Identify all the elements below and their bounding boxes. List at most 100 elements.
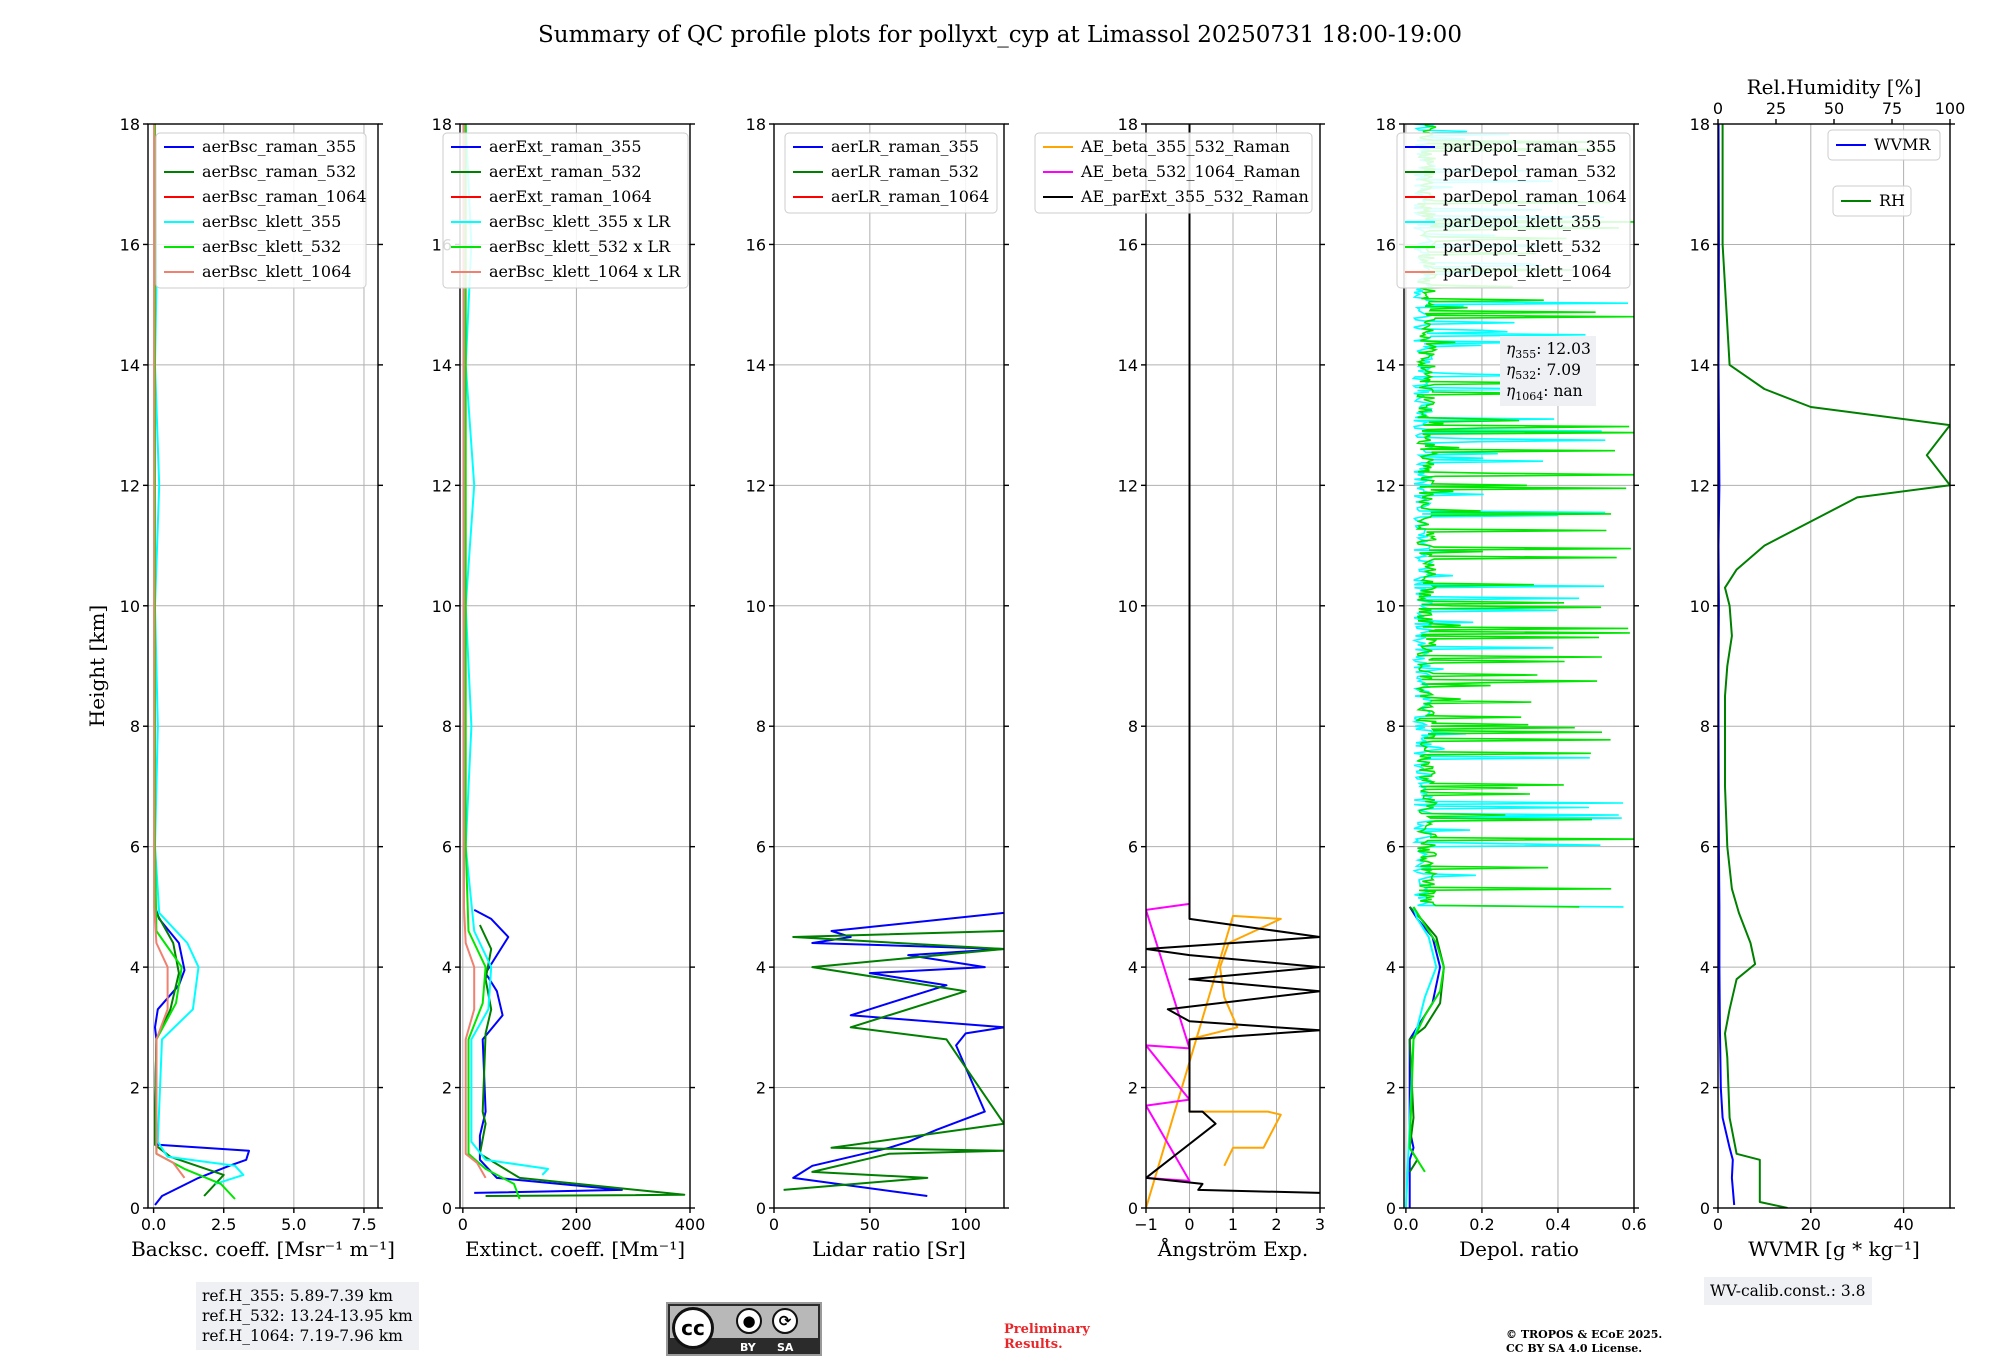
top-x-tick-label: 75 — [1882, 99, 1902, 118]
y-tick-label: 18 — [1690, 115, 1710, 134]
x-tick-label: 400 — [675, 1215, 706, 1234]
y-tick-label: 18 — [432, 115, 452, 134]
series-AE_parExt_355_532_Raman — [1146, 124, 1320, 1194]
y-tick-label: 6 — [1700, 838, 1710, 857]
x-tick-label: 7.5 — [351, 1215, 376, 1234]
y-tick-label: 10 — [746, 597, 766, 616]
eta-annotation-line: η1064: nan — [1506, 382, 1583, 403]
legend-label: aerLR_raman_532 — [831, 162, 979, 181]
wv-calibration-box: WV-calib.const.: 3.8 — [1704, 1277, 1872, 1305]
series-aerExt_raman_532 — [478, 924, 686, 1197]
ref-height-355: ref.H_355: 5.89-7.39 km — [202, 1287, 393, 1305]
series-aerBsc_klett_532 — [154, 124, 236, 1200]
series-aerLR_raman_532 — [783, 930, 1004, 1191]
x-axis-label: Lidar ratio [Sr] — [812, 1237, 966, 1261]
eta-subscript: 355 — [1515, 348, 1536, 361]
by-attribution-icon: ● — [736, 1308, 762, 1334]
y-tick-label: 4 — [442, 958, 452, 977]
y-tick-label: 0 — [1386, 1199, 1396, 1218]
legend-label: aerBsc_klett_1064 — [202, 262, 351, 281]
series-aerBsc_klett_355 — [154, 124, 245, 1185]
y-tick-label: 8 — [1700, 717, 1710, 736]
series-aerBsc_klett_355 x LR — [464, 124, 549, 1176]
y-tick-label: 6 — [756, 838, 766, 857]
legend-label: aerBsc_klett_532 x LR — [489, 237, 671, 256]
series-WVMR — [1718, 124, 1736, 1206]
x-tick-label: 2 — [1271, 1215, 1281, 1234]
preliminary-line-2: Results. — [1004, 1337, 1063, 1352]
legend: parDepol_raman_355 parDepol_raman_532 parD… — [1396, 132, 1631, 289]
legend: aerBsc_raman_355 aerBsc_raman_532 aerBsc_r… — [155, 132, 367, 289]
y-tick-label: 4 — [1128, 958, 1138, 977]
legend-label: aerBsc_klett_532 — [202, 237, 341, 256]
y-tick-label: 12 — [432, 476, 452, 495]
legend-label: parDepol_klett_532 — [1443, 237, 1601, 256]
legend: aerExt_raman_355 aerExt_raman_532 aerExt_r… — [442, 132, 689, 289]
ref-height-1064: ref.H_1064: 7.19-7.96 km — [202, 1327, 403, 1345]
y-tick-label: 16 — [746, 235, 766, 254]
x-tick-label: 0.2 — [1469, 1215, 1494, 1234]
y-tick-label: 4 — [1700, 958, 1710, 977]
legend-box — [1396, 132, 1631, 289]
eta-value: : 12.03 — [1536, 340, 1591, 358]
panel-data-layer — [1718, 124, 1950, 1208]
top-x-tick-label: 50 — [1824, 99, 1844, 118]
legend-label: aerExt_raman_355 — [489, 137, 642, 156]
legend-label: AE_beta_532_1064_Raman — [1080, 162, 1300, 181]
legend-box — [442, 132, 689, 289]
top-x-axis-label: Rel.Humidity [%] — [1747, 75, 1922, 99]
x-tick-label: 0 — [769, 1215, 779, 1234]
x-tick-label: 200 — [561, 1215, 592, 1234]
y-tick-label: 16 — [1376, 235, 1396, 254]
x-tick-label: 0.0 — [141, 1215, 166, 1234]
y-tick-label: 8 — [1128, 717, 1138, 736]
legend-label: parDepol_klett_355 — [1443, 212, 1601, 231]
series-aerBsc_klett_1064 x LR — [463, 124, 487, 1179]
y-tick-label: 8 — [1386, 717, 1396, 736]
legend-box — [1034, 132, 1313, 214]
ref-height-532: ref.H_532: 13.24-13.95 km — [202, 1307, 413, 1325]
y-tick-label: 18 — [1118, 115, 1138, 134]
panel-data-layer — [463, 124, 686, 1200]
legend-label: aerExt_raman_532 — [489, 162, 642, 181]
y-tick-label: 0 — [442, 1199, 452, 1218]
eta-annotation-line: η355: 12.03 — [1506, 340, 1591, 361]
legend-label: WVMR — [1874, 135, 1931, 154]
figure-title: Summary of QC profile plots for pollyxt_… — [538, 22, 1462, 48]
y-tick-label: 0 — [1128, 1199, 1138, 1218]
sa-label: SA — [777, 1341, 794, 1354]
x-tick-label: 3 — [1315, 1215, 1325, 1234]
y-tick-label: 10 — [120, 597, 140, 616]
y-tick-label: 16 — [1118, 235, 1138, 254]
wv-calibration-constant: WV-calib.const.: 3.8 — [1710, 1282, 1866, 1300]
x-tick-label: 0 — [1184, 1215, 1194, 1234]
legend: AE_beta_355_532_Raman AE_beta_532_1064_Ra… — [1034, 132, 1313, 214]
series-parDepol_raman_532 — [1408, 906, 1445, 1173]
y-tick-label: 14 — [1118, 356, 1138, 375]
y-tick-label: 2 — [756, 1079, 766, 1098]
legend-label: aerBsc_raman_532 — [202, 162, 356, 181]
y-tick-label: 10 — [1118, 597, 1138, 616]
legend-label: aerBsc_klett_355 — [202, 212, 341, 231]
y-tick-label: 14 — [1690, 356, 1710, 375]
legend-label: RH — [1879, 191, 1905, 210]
eta-annotation-line: η532: 7.09 — [1506, 361, 1581, 382]
legend-label: aerBsc_klett_1064 x LR — [489, 262, 681, 281]
reference-heights-box: ref.H_355: 5.89-7.39 km ref.H_532: 13.24… — [196, 1282, 419, 1350]
x-axis-label: Backsc. coeff. [Msr⁻¹ m⁻¹] — [131, 1237, 395, 1261]
x-tick-label: 100 — [950, 1215, 981, 1234]
sa-share-alike-icon: ⟳ — [772, 1308, 798, 1334]
panel-data-layer — [783, 911, 1004, 1197]
y-tick-label: 4 — [130, 958, 140, 977]
cc-license-badge: cc ● ⟳ BY SA — [666, 1302, 822, 1356]
y-tick-label: 8 — [756, 717, 766, 736]
panel-backscatter: 0 2 4 6 8 10 12 14 16 18 0.0 2.5 5.0 7.5 Backsc. coeff… — [120, 115, 395, 1261]
legend-label: aerLR_raman_355 — [831, 137, 979, 156]
eta-symbol: η — [1506, 361, 1516, 379]
panel-data-layer — [153, 124, 250, 1206]
panel-frame — [773, 123, 1005, 1209]
eta-subscript: 532 — [1515, 369, 1536, 382]
panel-depolarization: 0 2 4 6 8 10 12 14 16 18 0.0 0.2 0.4 0.6 Depol. ratio p… — [1376, 115, 1647, 1261]
